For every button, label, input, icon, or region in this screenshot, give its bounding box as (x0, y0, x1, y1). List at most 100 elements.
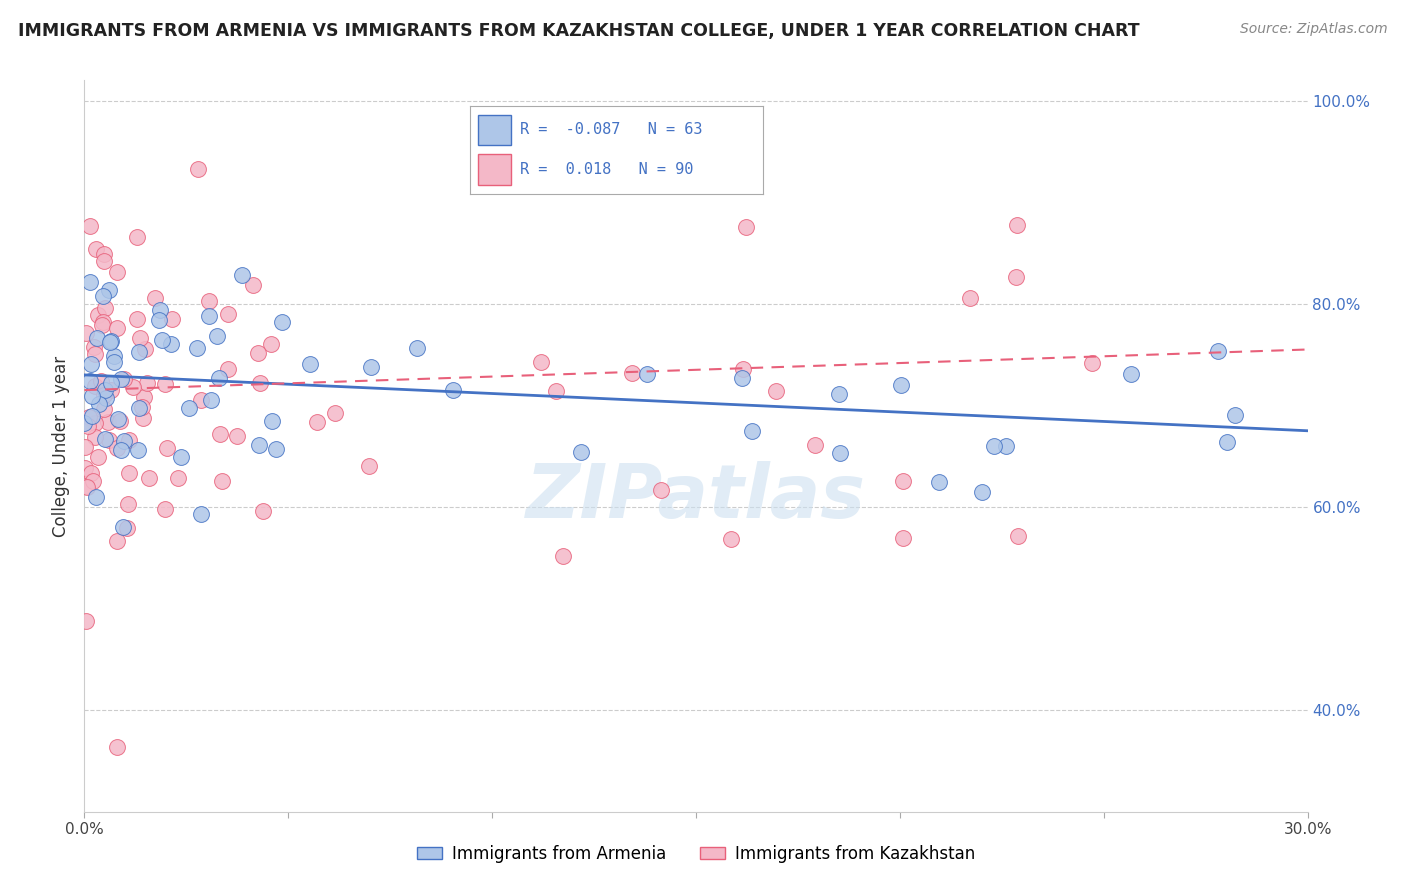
Text: ZIPatlas: ZIPatlas (526, 460, 866, 533)
Point (127, 442, 149, 457)
Point (264, 442, 287, 457)
Point (103, 350, 125, 364)
Point (122, 379, 145, 393)
Point (569, 445, 592, 459)
Point (735, 220, 758, 235)
Point (108, 414, 131, 428)
Point (84, 347, 107, 361)
Point (890, 378, 912, 392)
Point (91, 318, 114, 332)
Point (79, 219, 101, 233)
Point (983, 439, 1005, 453)
Point (79, 374, 101, 388)
Point (217, 362, 239, 376)
Point (112, 372, 135, 386)
Point (153, 501, 176, 516)
Point (765, 384, 787, 399)
Point (211, 475, 233, 489)
Point (105, 533, 128, 548)
Point (148, 313, 170, 327)
Point (118, 467, 141, 481)
Point (134, 390, 156, 404)
Point (1080, 356, 1102, 370)
Point (128, 401, 150, 415)
Point (217, 307, 239, 321)
Point (198, 294, 221, 309)
Point (83, 430, 105, 444)
Point (305, 415, 328, 429)
Point (544, 384, 567, 399)
Point (110, 443, 132, 458)
Text: IMMIGRANTS FROM ARMENIA VS IMMIGRANTS FROM KAZAKHSTAN COLLEGE, UNDER 1 YEAR CORR: IMMIGRANTS FROM ARMENIA VS IMMIGRANTS FR… (18, 22, 1140, 40)
Point (441, 383, 464, 397)
Point (200, 393, 222, 408)
Point (190, 392, 212, 407)
Point (143, 291, 166, 305)
Point (208, 427, 231, 442)
Point (127, 312, 149, 326)
Point (100, 334, 122, 348)
Point (84, 490, 107, 504)
Point (97, 284, 120, 298)
Point (298, 357, 321, 371)
Point (105, 441, 128, 455)
Point (117, 498, 139, 512)
Point (82, 389, 104, 403)
Point (359, 459, 381, 474)
Point (995, 439, 1018, 453)
Point (242, 277, 264, 292)
Point (117, 433, 139, 447)
Point (79, 275, 101, 289)
Point (208, 370, 231, 384)
Point (82, 474, 104, 488)
Point (959, 292, 981, 306)
Point (156, 441, 179, 455)
Point (75, 479, 97, 493)
Point (186, 342, 208, 356)
Point (110, 372, 132, 386)
Point (103, 355, 125, 369)
Point (128, 345, 150, 359)
Point (76, 480, 98, 494)
Point (1005, 270, 1028, 285)
Point (93, 253, 115, 268)
Point (1119, 368, 1142, 382)
Point (828, 387, 851, 401)
Point (252, 504, 274, 518)
Point (247, 438, 270, 452)
Point (105, 264, 128, 278)
Point (73, 416, 96, 430)
Point (1206, 343, 1229, 358)
Point (77, 418, 100, 433)
Point (891, 474, 914, 488)
Point (75, 614, 97, 628)
Point (731, 371, 754, 385)
Point (94, 391, 117, 405)
Point (891, 531, 914, 545)
Point (650, 483, 672, 498)
Point (1225, 408, 1247, 422)
Point (94, 383, 117, 397)
Point (167, 471, 190, 485)
Point (972, 485, 994, 500)
Point (84, 242, 107, 256)
Point (231, 268, 253, 282)
Point (87, 450, 110, 464)
Point (93, 402, 115, 417)
Point (105, 321, 128, 335)
Point (105, 740, 128, 755)
Point (260, 337, 283, 351)
Point (90, 374, 112, 388)
Point (100, 384, 122, 398)
Point (91, 288, 114, 302)
Point (247, 346, 270, 360)
Point (720, 532, 742, 546)
Text: Source: ZipAtlas.com: Source: ZipAtlas.com (1240, 22, 1388, 37)
Point (93, 388, 115, 402)
Point (73, 441, 96, 455)
Point (83, 416, 105, 430)
Point (138, 470, 160, 484)
Point (91, 315, 114, 329)
Legend: Immigrants from Armenia, Immigrants from Kazakhstan: Immigrants from Armenia, Immigrants from… (411, 838, 981, 869)
Point (1216, 434, 1239, 449)
